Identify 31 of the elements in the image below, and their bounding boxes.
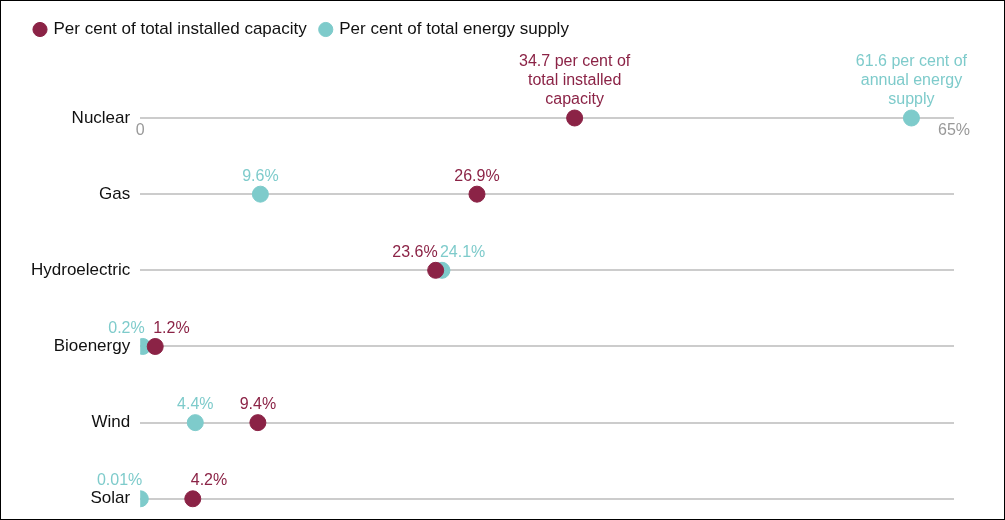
point <box>468 185 486 203</box>
x-tick-label: 65% <box>937 121 971 139</box>
point <box>427 261 445 279</box>
point <box>249 414 267 432</box>
point <box>251 185 269 203</box>
y-tick-label: Hydroelectric <box>30 260 131 280</box>
data-label: 0.01% <box>96 471 143 489</box>
point <box>186 414 204 432</box>
y-tick-label: Nuclear <box>71 107 131 127</box>
data-label: 61.6 per cent of annual energy supply <box>855 52 968 108</box>
point <box>566 109 584 127</box>
data-label: 0.2% <box>108 318 145 336</box>
data-label: 4.4% <box>177 395 214 413</box>
point <box>184 490 202 508</box>
data-label: 34.7 per cent of total installed capacity <box>519 52 631 108</box>
y-tick-label: Bioenergy <box>53 336 131 356</box>
legend-label: Per cent of total energy supply <box>339 19 570 39</box>
legend-label: Per cent of total installed capacity <box>53 19 308 39</box>
x-tick-label: 0 <box>135 121 145 139</box>
y-tick-label: Gas <box>99 183 131 203</box>
data-label: 9.6% <box>242 166 279 184</box>
data-label: 26.9% <box>454 166 500 184</box>
data-label: 1.2% <box>153 318 190 336</box>
point <box>146 337 164 355</box>
data-label: 23.6% <box>392 242 438 260</box>
data-label: 4.2% <box>190 471 228 489</box>
y-tick-label: Solar <box>90 488 131 508</box>
y-tick-label: Wind <box>91 412 131 432</box>
point <box>902 109 920 127</box>
data-label: 24.1% <box>439 242 486 260</box>
data-label: 9.4% <box>239 395 277 413</box>
